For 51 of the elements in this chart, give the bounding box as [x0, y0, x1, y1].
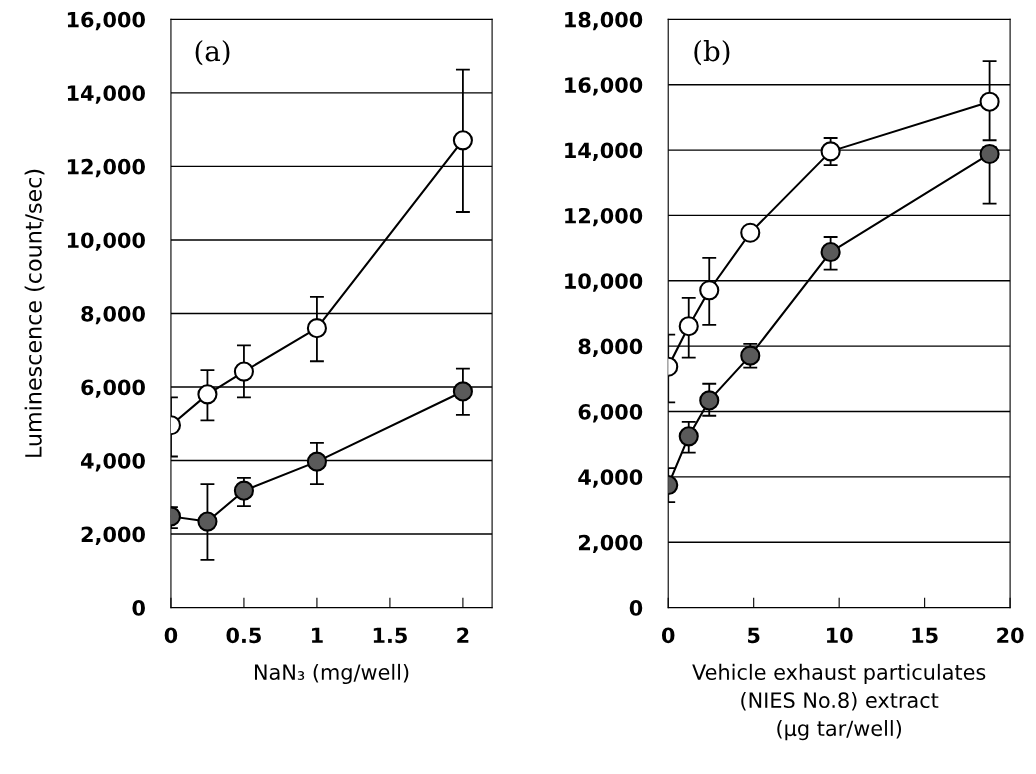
point [452, 381, 473, 402]
point [197, 511, 218, 532]
x-axis-title: NaN₃ (mg/well) [254, 663, 409, 685]
point [197, 384, 218, 405]
y-tick-label: 16,000 [565, 77, 643, 96]
point [233, 480, 254, 501]
y-tick-label: 6,000 [578, 403, 643, 423]
y-tick-label: 18,000 [565, 11, 643, 31]
y-tick-label: 2,000 [81, 526, 145, 545]
x-tick-label: 2 [457, 627, 469, 643]
x-tick-label: 5 [748, 627, 760, 644]
y-tick-label: 12,000 [67, 158, 145, 178]
y-tick-label: 0 [132, 600, 145, 616]
point [452, 130, 473, 151]
point [233, 361, 254, 382]
y-tick-label: 8,000 [81, 305, 145, 325]
x-tick-label: 10 [827, 627, 853, 644]
y-tick-label: 16,000 [67, 11, 145, 31]
point [979, 143, 1000, 165]
y-tick-label: 14,000 [565, 142, 643, 161]
y-tick-label: 12,000 [565, 207, 643, 227]
x-axis-title: Vehicle exhaust particulates (NIES No.8) extract (μg tar/well) [692, 663, 986, 741]
point [820, 241, 841, 263]
point [678, 426, 699, 447]
y-tick-label: 10,000 [67, 232, 145, 251]
point [740, 222, 761, 243]
point [699, 280, 720, 301]
point [820, 141, 841, 162]
y-tick-label: 14,000 [67, 85, 145, 104]
x-tick-label: 1 [312, 627, 323, 643]
x-tick-label: 1.5 [373, 627, 407, 644]
y-tick-label: 10,000 [565, 273, 643, 292]
y-axis-title: Luminescence (count/sec) [24, 169, 45, 457]
point [306, 318, 327, 339]
point [979, 91, 1000, 112]
y-tick-label: 0 [629, 600, 643, 616]
x-tick-label: 0 [661, 627, 675, 644]
y-tick-label: 4,000 [80, 452, 145, 472]
point [699, 390, 720, 411]
y-tick-label: 4,000 [578, 469, 643, 488]
annotation: (b) [694, 39, 730, 66]
x-tick-label: 0 [164, 627, 178, 644]
annotation: (a) [195, 39, 230, 66]
point [306, 451, 327, 472]
y-tick-label: 8,000 [578, 338, 643, 358]
point [678, 316, 699, 337]
x-tick-label: 0.5 [226, 627, 261, 644]
x-tick-label: 20 [997, 627, 1024, 644]
y-tick-label: 6,000 [81, 379, 145, 398]
y-tick-label: 2,000 [578, 534, 643, 554]
x-tick-label: 15 [912, 627, 938, 644]
